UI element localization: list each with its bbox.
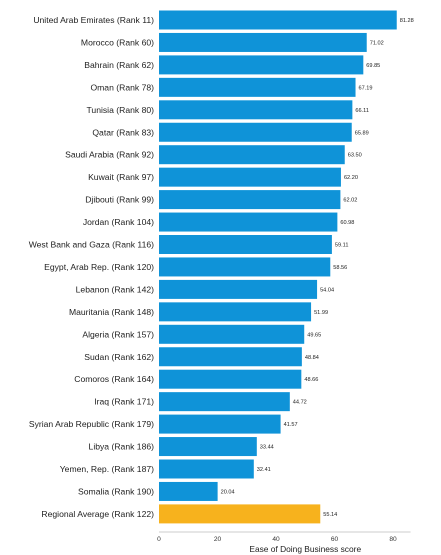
value-label-8: 62.02 — [343, 198, 357, 204]
value-label-20: 32.41 — [257, 467, 271, 473]
category-label-11: Egypt, Arab Rep. (Rank 120) — [44, 262, 154, 272]
category-label-20: Yemen, Rep. (Rank 187) — [60, 464, 154, 474]
value-label-13: 51.99 — [314, 310, 328, 316]
value-label-17: 44.72 — [293, 400, 307, 406]
category-label-10: West Bank and Gaza (Rank 116) — [29, 240, 154, 250]
bar-22 — [159, 504, 321, 524]
bar-13 — [159, 302, 312, 322]
category-label-17: Iraq (Rank 171) — [94, 397, 154, 407]
category-label-16: Comoros (Rank 164) — [74, 374, 154, 384]
category-label-0: United Arab Emirates (Rank 11) — [33, 15, 154, 25]
value-label-3: 67.19 — [359, 85, 373, 91]
value-label-9: 60.98 — [340, 220, 354, 226]
category-label-18: Syrian Arab Republic (Rank 179) — [29, 419, 154, 429]
x-ticks-group: 0 20 40 60 80 — [157, 536, 397, 543]
bars-group — [159, 10, 397, 524]
value-label-16: 48.66 — [304, 377, 318, 383]
bar-18 — [159, 414, 281, 434]
bar-9 — [159, 212, 338, 232]
value-label-2: 69.85 — [366, 63, 380, 69]
bar-0 — [159, 10, 397, 30]
bar-8 — [159, 190, 341, 210]
category-label-15: Sudan (Rank 162) — [84, 352, 154, 362]
value-label-6: 63.50 — [348, 153, 362, 159]
category-label-19: Libya (Rank 186) — [89, 442, 155, 452]
bar-6 — [159, 145, 345, 165]
category-label-2: Bahrain (Rank 62) — [84, 60, 154, 70]
value-label-19: 33.44 — [260, 445, 274, 451]
category-label-14: Algeria (Rank 157) — [82, 329, 154, 339]
bar-20 — [159, 459, 254, 479]
bar-2 — [159, 55, 364, 75]
category-label-4: Tunisia (Rank 80) — [86, 105, 154, 115]
bar-15 — [159, 347, 302, 367]
value-label-22: 55.14 — [323, 512, 337, 518]
value-label-10: 59.11 — [335, 243, 349, 249]
value-labels-group: 81.28 71.02 69.85 67.19 66.11 65.89 63.50 62.20… — [221, 18, 414, 518]
category-label-13: Mauritania (Rank 148) — [69, 307, 154, 317]
value-label-11: 58.56 — [333, 265, 347, 271]
value-label-5: 65.89 — [355, 130, 369, 136]
value-label-14: 49.65 — [307, 332, 321, 338]
category-label-9: Jordan (Rank 104) — [83, 217, 154, 227]
value-label-15: 48.84 — [305, 355, 319, 361]
x-axis-title: Ease of Doing Business score — [249, 544, 361, 554]
bar-10 — [159, 235, 332, 254]
value-label-0: 81.28 — [400, 18, 414, 24]
bar-1 — [159, 32, 367, 52]
category-label-21: Somalia (Rank 190) — [78, 486, 154, 496]
x-tick-label-3: 60 — [331, 536, 339, 543]
bar-17 — [159, 392, 290, 412]
value-label-1: 71.02 — [370, 40, 384, 46]
category-label-7: Kuwait (Rank 97) — [88, 172, 154, 182]
bar-3 — [159, 77, 356, 97]
x-tick-label-2: 40 — [272, 536, 280, 543]
x-tick-label-1: 20 — [214, 536, 222, 543]
category-label-22: Regional Average (Rank 122) — [41, 509, 154, 519]
bar-4 — [159, 100, 353, 120]
value-label-7: 62.20 — [344, 175, 358, 181]
bar-11 — [159, 257, 331, 277]
value-label-21: 20.04 — [221, 489, 235, 495]
category-label-12: Lebanon (Rank 142) — [76, 284, 154, 294]
x-tick-label-0: 0 — [157, 536, 161, 543]
category-label-3: Oman (Rank 78) — [90, 82, 154, 92]
bar-5 — [159, 122, 352, 142]
value-label-12: 54.04 — [320, 287, 334, 293]
bar-14 — [159, 324, 305, 344]
bar-12 — [159, 279, 318, 299]
bar-16 — [159, 369, 302, 389]
bar-19 — [159, 437, 257, 457]
category-label-6: Saudi Arabia (Rank 92) — [65, 150, 154, 160]
bar-7 — [159, 167, 341, 187]
category-label-5: Qatar (Rank 83) — [92, 127, 154, 137]
category-label-1: Morocco (Rank 60) — [81, 37, 154, 47]
bar-21 — [159, 481, 218, 501]
category-labels-group: United Arab Emirates (Rank 11) Morocco (R… — [29, 15, 154, 519]
value-label-4: 66.11 — [355, 108, 369, 114]
value-label-18: 41.57 — [284, 422, 298, 428]
category-label-8: Djibouti (Rank 99) — [85, 195, 154, 205]
x-tick-label-4: 80 — [389, 536, 397, 543]
